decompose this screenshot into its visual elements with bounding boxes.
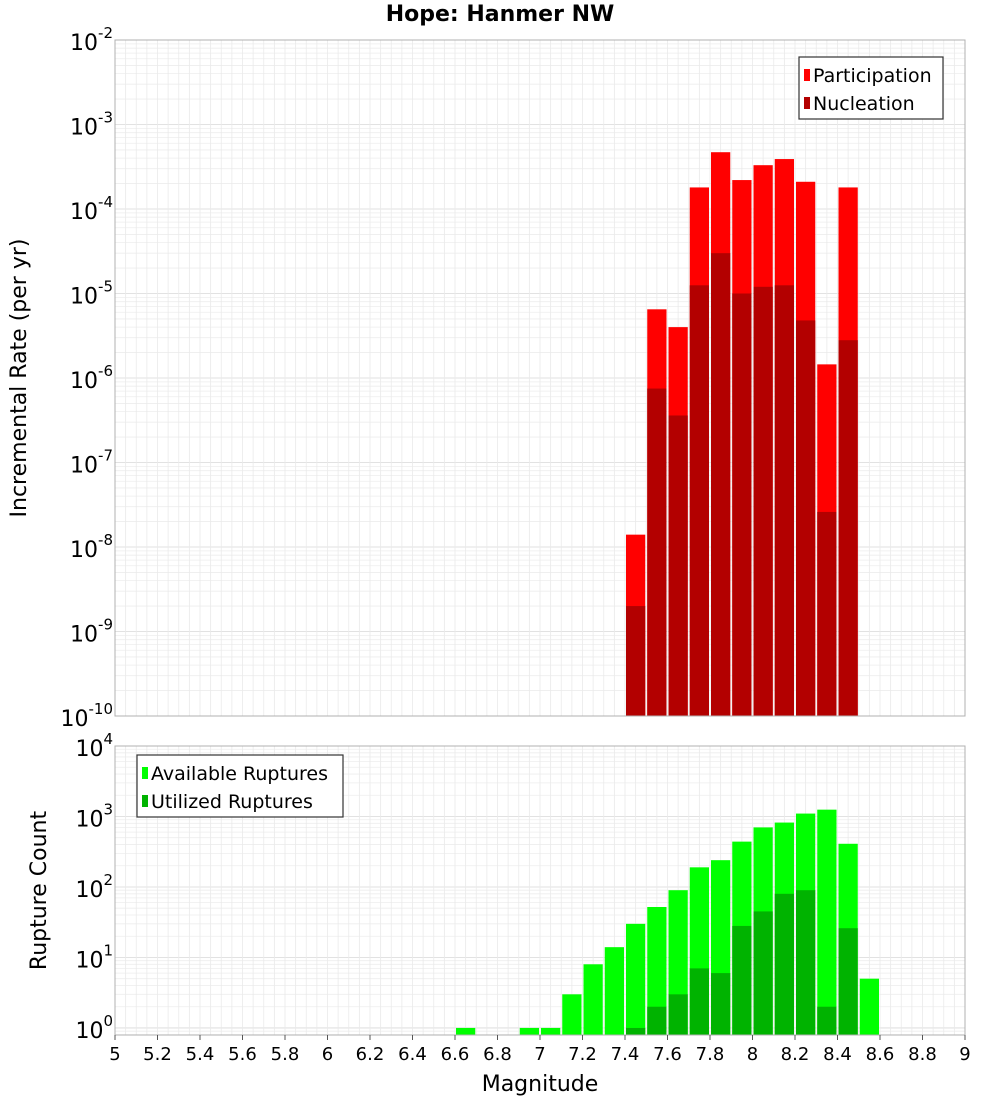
bar <box>753 911 773 1035</box>
bar <box>859 978 879 1035</box>
y-tick-label: 10-3 <box>70 109 113 141</box>
x-tick-label: 7 <box>534 1044 545 1065</box>
x-tick-label: 6.6 <box>441 1044 470 1065</box>
plot-frame <box>114 39 966 717</box>
bar <box>689 285 709 716</box>
y-tick-label: 10-8 <box>70 531 113 563</box>
x-tick-label: 6 <box>322 1044 333 1065</box>
bar <box>647 388 667 716</box>
bar <box>838 928 858 1035</box>
x-tick-label: 5 <box>109 1044 120 1065</box>
y-tick-label: 101 <box>75 941 113 973</box>
bar <box>626 1027 646 1035</box>
x-tick-label: 6.8 <box>483 1044 512 1065</box>
bar <box>668 415 688 716</box>
y-tick-label: 10-5 <box>70 278 113 310</box>
y-tick-label: 10-9 <box>70 616 113 648</box>
bar <box>541 1027 561 1035</box>
bar <box>456 1027 476 1035</box>
series-nucleation <box>626 253 858 716</box>
legend-box <box>798 56 944 120</box>
series-utilized-ruptures <box>626 890 858 1035</box>
legend-label: Available Ruptures <box>151 763 328 785</box>
bar <box>647 1006 667 1035</box>
bar <box>711 973 731 1035</box>
y-axis-label: Incremental Rate (per yr) <box>7 239 32 518</box>
bar <box>583 964 603 1035</box>
legend: Participation Nucleation <box>798 56 944 120</box>
y-tick-label: 102 <box>75 871 113 903</box>
bar <box>774 285 794 716</box>
bar <box>647 906 667 1035</box>
x-tick-label: 8 <box>747 1044 758 1065</box>
y-tick-label: 10-10 <box>61 700 114 732</box>
x-tick-label: 7.6 <box>653 1044 682 1065</box>
x-tick-label: 9 <box>959 1044 970 1065</box>
x-tick-label: 8.4 <box>823 1044 852 1065</box>
y-tick-label: 10-6 <box>70 362 113 394</box>
bar <box>796 890 816 1035</box>
chart-title: Hope: Hanmer NW <box>385 2 615 27</box>
chart-panel-2: 100 101 102 103 104 Rupture Count 5 5.2 5.4 5.6 5.… <box>27 730 971 1097</box>
x-axis-label: Magnitude <box>482 1072 599 1097</box>
bar <box>838 340 858 716</box>
legend-swatch <box>804 69 810 81</box>
bar <box>796 320 816 716</box>
bar <box>817 809 837 1035</box>
x-tick-label: 5.4 <box>186 1044 215 1065</box>
y-tick-label: 104 <box>75 730 113 762</box>
bar <box>753 286 773 716</box>
x-tick-label: 7.8 <box>696 1044 725 1065</box>
x-tick-label: 7.4 <box>611 1044 640 1065</box>
y-tick-label: 103 <box>75 800 113 832</box>
bar <box>604 947 624 1035</box>
y-tick-label: 100 <box>75 1012 113 1044</box>
legend-swatch <box>142 767 148 779</box>
x-tick-label: 5.8 <box>271 1044 300 1065</box>
legend-label: Participation <box>813 65 932 87</box>
x-tick-label: 7.2 <box>568 1044 597 1065</box>
x-tick-label: 8.6 <box>866 1044 895 1065</box>
legend-label: Nucleation <box>813 93 915 115</box>
bar <box>689 968 709 1035</box>
bar <box>626 923 646 1035</box>
bar <box>732 293 752 716</box>
bar <box>668 994 688 1035</box>
bar <box>774 893 794 1035</box>
x-tick-label: 6.2 <box>356 1044 385 1065</box>
bar <box>562 994 582 1035</box>
bar <box>626 606 646 716</box>
bar <box>817 1006 837 1035</box>
x-tick-label: 8.2 <box>781 1044 810 1065</box>
legend: Available Ruptures Utilized Ruptures <box>136 754 344 818</box>
bar <box>732 925 752 1035</box>
x-tick-label: 5.2 <box>143 1044 172 1065</box>
y-axis-label: Rupture Count <box>27 811 52 971</box>
grid <box>114 40 966 717</box>
x-tick-label: 8.8 <box>908 1044 937 1065</box>
y-tick-label: 10-7 <box>70 447 113 479</box>
y-tick-label: 10-2 <box>70 24 113 56</box>
bar <box>817 511 837 716</box>
bar <box>519 1027 539 1035</box>
x-tick-label: 6.4 <box>398 1044 427 1065</box>
bar <box>711 253 731 716</box>
x-tick-label: 5.6 <box>228 1044 257 1065</box>
legend-swatch <box>142 795 148 807</box>
legend-label: Utilized Ruptures <box>151 791 313 813</box>
y-tick-label: 10-4 <box>70 193 113 225</box>
legend-box <box>136 754 344 818</box>
chart-panel-1: 10-10 10-9 10-8 10-7 10-6 10-5 10-4 10-3 10-2 Inc… <box>7 24 966 732</box>
legend-swatch <box>804 97 810 109</box>
